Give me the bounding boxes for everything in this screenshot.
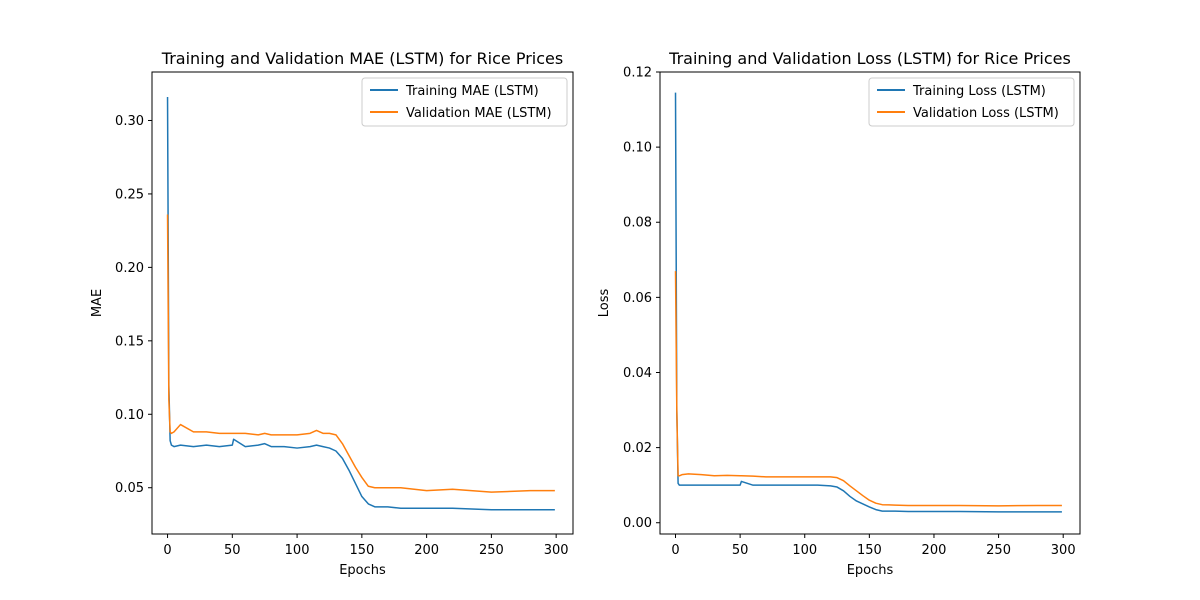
mae-x-tick-label: 150 xyxy=(349,543,374,558)
mae-chart: 0 50 100 150 200 250 300 0.05 0.10 0.15 0.20 0.25 0.… xyxy=(90,49,574,578)
loss-series-training-line xyxy=(674,92,1062,513)
mae-x-tick-label: 200 xyxy=(414,543,439,558)
loss-x-tick-label: 200 xyxy=(922,543,947,558)
loss-y-tick-label: 0.08 xyxy=(623,216,652,231)
mae-x-tick-label: 0 xyxy=(163,543,171,558)
mae-y-tick-label: 0.05 xyxy=(115,481,144,496)
loss-axes-frame xyxy=(659,71,1081,535)
loss-y-axis-label: Loss xyxy=(597,289,612,318)
mae-legend-label-training: Training MAE (LSTM) xyxy=(405,84,539,99)
loss-x-tick-label: 50 xyxy=(732,543,749,558)
loss-y-tick-label: 0.04 xyxy=(623,366,652,381)
mae-y-tick-label: 0.10 xyxy=(115,408,144,423)
loss-y-tick-label: 0.00 xyxy=(623,516,652,531)
loss-legend-label-validation: Validation Loss (LSTM) xyxy=(913,106,1059,121)
loss-y-tick-label: 0.02 xyxy=(623,441,652,456)
loss-legend-box xyxy=(868,77,1075,127)
mae-y-tick-label: 0.25 xyxy=(115,187,144,202)
loss-x-tick-label: 0 xyxy=(671,543,679,558)
loss-chart: 0 50 100 150 200 250 300 0.00 0.02 0.04 0.06 0.08 0.… xyxy=(597,49,1081,578)
mae-x-tick-label: 100 xyxy=(285,543,310,558)
mae-legend-label-validation: Validation MAE (LSTM) xyxy=(406,106,552,121)
mae-x-axis-label: Epochs xyxy=(339,563,386,578)
mae-x-tick-label: 50 xyxy=(224,543,241,558)
loss-legend-label-training: Training Loss (LSTM) xyxy=(912,84,1046,99)
mae-y-axis-label: MAE xyxy=(90,289,105,317)
loss-y-tick-label: 0.12 xyxy=(623,66,652,81)
mae-y-tick-label: 0.15 xyxy=(115,334,144,349)
mae-chart-title: Training and Validation MAE (LSTM) for R… xyxy=(161,49,563,68)
loss-y-tick-label: 0.06 xyxy=(623,291,652,306)
mae-axes-frame xyxy=(151,71,574,535)
mae-series-validation-line xyxy=(166,214,555,493)
loss-x-tick-label: 150 xyxy=(857,543,882,558)
loss-x-tick-label: 300 xyxy=(1051,543,1076,558)
mae-y-tick-label: 0.20 xyxy=(115,261,144,276)
mae-x-tick-label: 300 xyxy=(544,543,569,558)
mae-legend-box xyxy=(361,77,568,127)
loss-x-tick-label: 250 xyxy=(986,543,1011,558)
loss-chart-title: Training and Validation Loss (LSTM) for … xyxy=(668,49,1071,68)
mae-y-tick-label: 0.30 xyxy=(115,114,144,129)
mae-x-tick-label: 250 xyxy=(479,543,504,558)
loss-y-tick-label: 0.10 xyxy=(623,141,652,156)
loss-series-validation-line xyxy=(674,271,1062,507)
loss-x-tick-label: 100 xyxy=(792,543,817,558)
loss-x-axis-label: Epochs xyxy=(847,563,894,578)
mae-series-training-line xyxy=(166,96,555,511)
